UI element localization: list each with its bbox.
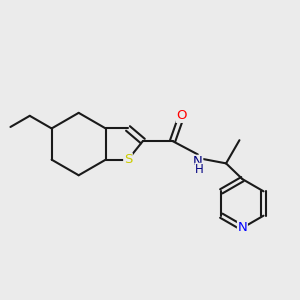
Text: N: N [193,155,203,168]
Text: H: H [195,164,204,176]
Text: S: S [124,153,132,166]
Text: O: O [176,109,187,122]
Text: N: N [238,221,247,234]
